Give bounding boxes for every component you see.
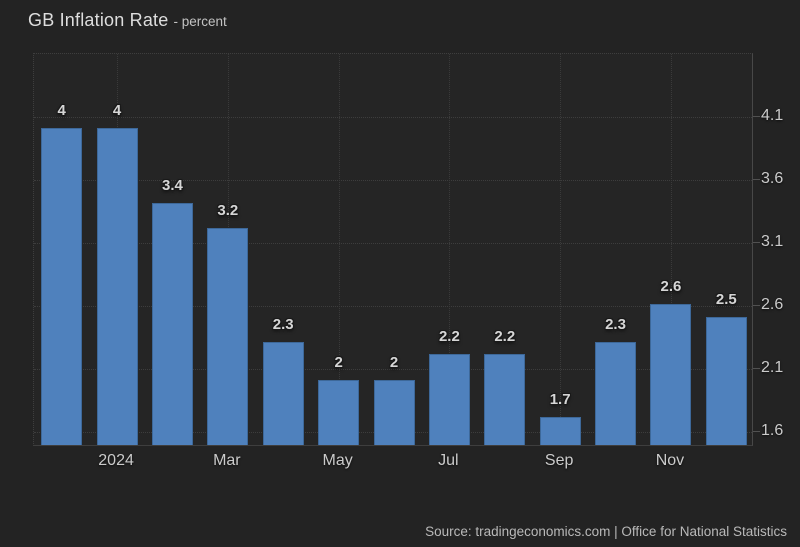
gridline-horizontal: [34, 179, 752, 181]
bar-value-label: 3.4: [162, 177, 183, 195]
gridline-vertical: [449, 54, 451, 445]
x-axis-tick-label: Nov: [655, 452, 685, 469]
y-axis-tick: [753, 241, 760, 243]
bar: [318, 379, 360, 445]
bar: [96, 127, 138, 445]
gridline-vertical: [338, 54, 340, 445]
bar: [262, 341, 304, 445]
y-axis-tick-label: 3.6: [761, 169, 784, 187]
chart-title: GB Inflation Rate: [28, 10, 169, 30]
bar-value-label: 2.6: [660, 277, 682, 295]
x-axis-tick-label: Jul: [438, 452, 459, 469]
gridline-horizontal: [34, 368, 752, 370]
bar-value-label: 2.3: [605, 315, 626, 333]
gridline-horizontal: [34, 116, 752, 118]
y-axis-tick: [753, 304, 760, 306]
bar-value-label: 3.2: [217, 202, 239, 220]
y-axis-tick: [753, 367, 760, 369]
bar-value-label: 2.2: [438, 328, 460, 346]
bar-value-label: 2.3: [272, 315, 294, 333]
plot-area: 4 4 3.4 3.2 2.3 2 2 2.2 2.2 1.7 2.3 2.6 2.5: [33, 53, 753, 446]
bar: [207, 228, 249, 445]
x-axis-tick-label: Sep: [544, 452, 574, 469]
y-axis-tick: [753, 430, 760, 432]
bar-value-label: 2.2: [494, 328, 516, 346]
x-axis-tick-label: Mar: [213, 452, 241, 469]
bar-value-label: 4: [57, 101, 66, 119]
y-axis-tick-label: 1.6: [761, 421, 784, 439]
bar-value-label: 4: [112, 101, 122, 119]
bar-value-label: 2: [389, 353, 399, 371]
bar: [595, 341, 637, 445]
bar: [539, 417, 581, 445]
y-axis-tick: [753, 178, 760, 180]
y-axis-tick-label: 2.6: [761, 295, 784, 313]
bar: [151, 203, 193, 445]
bar-value-label: 1.7: [549, 391, 571, 409]
gridline-vertical: [560, 54, 562, 445]
bar: [428, 354, 470, 445]
bar-value-label: 2: [334, 353, 343, 371]
x-axis-tick-label: 2024: [98, 452, 134, 469]
y-axis-tick-label: 4.1: [761, 106, 784, 124]
bar: [373, 379, 415, 445]
bar: [705, 316, 747, 445]
y-axis-tick-label: 2.1: [761, 358, 784, 376]
bar-value-label: 2.5: [715, 290, 737, 308]
bar: [484, 354, 526, 445]
gridline-horizontal: [34, 242, 752, 244]
chart-header: GB Inflation Rate - percent: [28, 10, 227, 31]
gridline-vertical: [670, 54, 672, 445]
gridline-horizontal: [34, 305, 752, 307]
x-axis-tick-label: May: [322, 452, 353, 469]
chart-subtitle: - percent: [173, 14, 227, 29]
source-attribution: Source: tradingeconomics.com | Office fo…: [425, 524, 787, 539]
bar: [650, 303, 692, 445]
bar: [41, 127, 83, 445]
y-axis-tick: [753, 115, 760, 117]
y-axis-tick-label: 3.1: [761, 232, 784, 250]
